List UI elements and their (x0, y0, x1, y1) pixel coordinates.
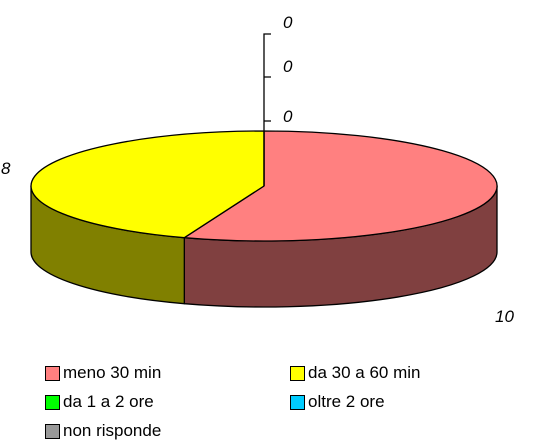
legend-item-non-risponde: non risponde (45, 420, 290, 442)
legend-swatch (290, 394, 305, 410)
chart-legend: meno 30 min da 30 a 60 min da 1 a 2 ore … (45, 362, 525, 442)
pie-slice-1 (30, 130, 265, 239)
data-label-1: 8 (1, 159, 11, 178)
legend-label: da 30 a 60 min (308, 363, 421, 382)
legend-swatch (45, 394, 60, 410)
legend-item-meno-30-min: meno 30 min (45, 362, 290, 384)
pie-tops (30, 130, 498, 242)
legend-item-da-30-a-60-min: da 30 a 60 min (290, 362, 520, 384)
pie-slice-0 (183, 130, 498, 242)
data-label-3: 0 (283, 57, 293, 76)
legend-label: da 1 a 2 ore (63, 392, 154, 411)
legend-item-oltre-2-ore: oltre 2 ore (290, 391, 520, 413)
legend-swatch (290, 365, 305, 381)
zero-leader-line (263, 33, 271, 186)
data-label-0: 10 (495, 307, 514, 326)
legend-label: non risponde (63, 421, 162, 440)
legend-label: meno 30 min (63, 363, 162, 382)
data-label-2: 0 (283, 13, 293, 32)
data-label-4: 0 (283, 107, 293, 126)
data-labels: 10 8 0 0 0 (1, 13, 514, 326)
legend-swatch (45, 365, 60, 381)
legend-swatch (45, 423, 60, 439)
legend-label: oltre 2 ore (308, 392, 385, 411)
legend-item-da-1-a-2-ore: da 1 a 2 ore (45, 391, 290, 413)
